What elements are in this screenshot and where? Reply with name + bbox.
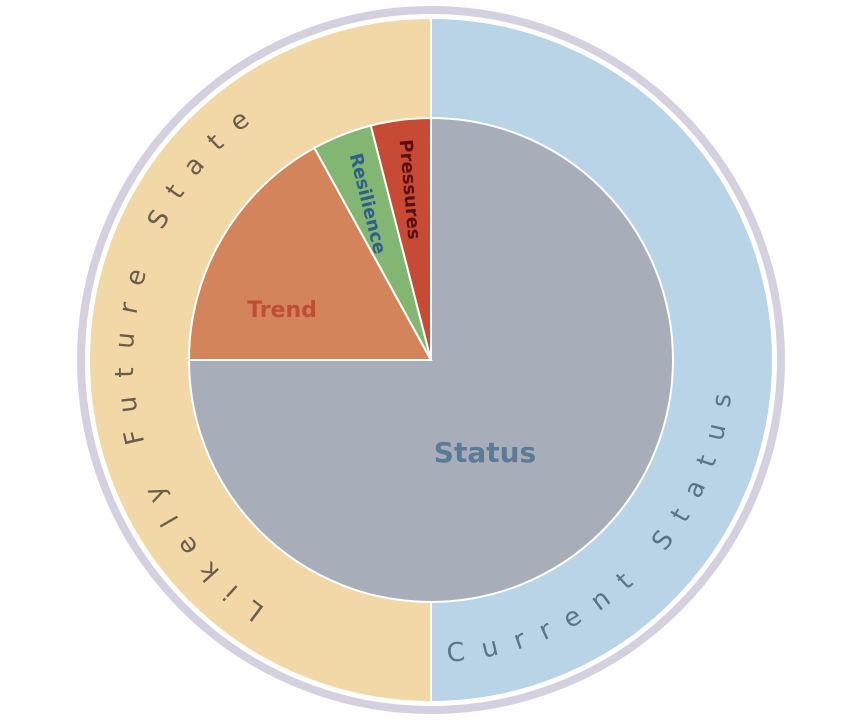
wedge-label-trend: Trend: [247, 298, 317, 323]
wedge-label-status: Status: [434, 436, 536, 469]
inner-pie: [189, 118, 673, 602]
